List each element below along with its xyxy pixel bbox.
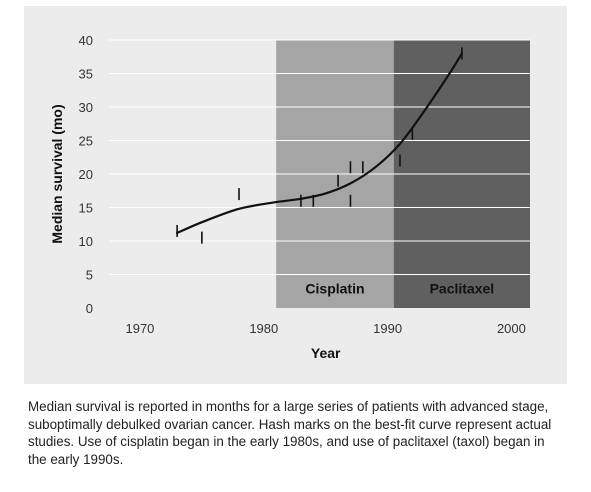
x-tick-label-1980: 1980 xyxy=(249,321,278,336)
y-tick-label-30: 30 xyxy=(79,100,93,115)
figure-caption: Median survival is reported in months fo… xyxy=(28,399,552,467)
y-tick-label-0: 0 xyxy=(86,301,93,316)
band-label-cisplatin: Cisplatin xyxy=(305,280,364,296)
median-survival-chart: 0 5 10 15 20 25 30 35 40 1970 1980 1990 2000 Year Medi… xyxy=(49,33,530,361)
y-tick-label-25: 25 xyxy=(79,134,93,149)
y-tick-label-20: 20 xyxy=(79,167,93,182)
x-axis-title: Year xyxy=(311,345,341,361)
y-tick-label-15: 15 xyxy=(79,201,93,216)
x-tick-label-2000: 2000 xyxy=(497,321,526,336)
x-tick-label-1990: 1990 xyxy=(373,321,402,336)
y-tick-label-10: 10 xyxy=(79,234,93,249)
band-label-paclitaxel: Paclitaxel xyxy=(430,280,495,296)
best-fit-curve xyxy=(176,52,463,235)
x-tick-label-1970: 1970 xyxy=(125,321,154,336)
y-tick-label-5: 5 xyxy=(86,268,93,283)
y-tick-label-40: 40 xyxy=(79,33,93,48)
y-axis-title: Median survival (mo) xyxy=(49,104,65,243)
y-tick-label-35: 35 xyxy=(79,67,93,82)
